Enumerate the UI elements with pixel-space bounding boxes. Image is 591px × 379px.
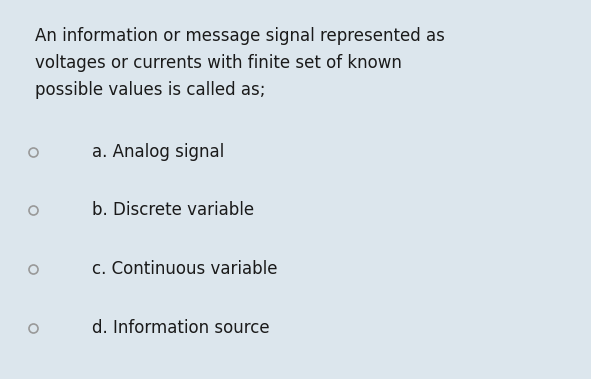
Point — [28, 149, 37, 155]
Text: An information or message signal represented as
voltages or currents with finite: An information or message signal represe… — [35, 27, 446, 99]
Point — [28, 325, 37, 331]
Text: a. Analog signal: a. Analog signal — [92, 143, 224, 161]
Text: c. Continuous variable: c. Continuous variable — [92, 260, 277, 278]
Point — [28, 266, 37, 272]
Point — [28, 207, 37, 213]
Text: b. Discrete variable: b. Discrete variable — [92, 201, 254, 219]
Text: d. Information source: d. Information source — [92, 319, 269, 337]
